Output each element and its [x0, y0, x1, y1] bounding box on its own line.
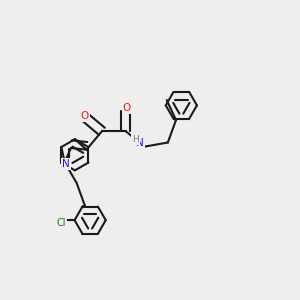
Text: Cl: Cl: [56, 218, 66, 228]
Text: O: O: [123, 103, 131, 113]
Text: O: O: [81, 111, 89, 121]
Text: N: N: [136, 139, 144, 148]
Text: N: N: [62, 159, 70, 169]
Text: H: H: [132, 135, 139, 144]
